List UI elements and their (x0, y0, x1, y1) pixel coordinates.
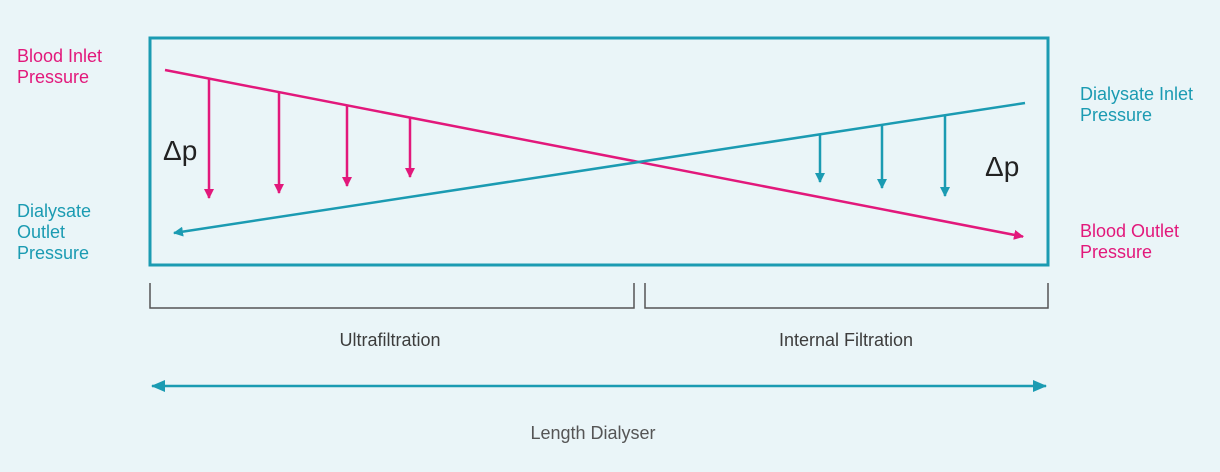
label-line: Pressure (17, 67, 89, 87)
blood-arrows (164, 68, 1024, 240)
label: Blood Inlet Pressure (17, 46, 102, 87)
label: Dialysate Outlet Pressure (17, 201, 91, 263)
delta-label: Δp (163, 135, 197, 166)
blood-pressure-line (164, 68, 1024, 240)
label-line: Dialysate Inlet (1080, 84, 1193, 104)
bracket (644, 283, 1049, 309)
bracket (149, 283, 635, 309)
label-line: Outlet (17, 222, 65, 242)
dialyser-box (148, 36, 1050, 267)
brackets (149, 283, 1049, 309)
axis-label: Length Dialyser (530, 423, 655, 443)
label-line: Pressure (1080, 105, 1152, 125)
label: Dialysate Inlet Pressure (1080, 84, 1193, 125)
label-line: Pressure (17, 243, 89, 263)
dialysate-arrows (151, 101, 1047, 392)
label-line: Dialysate (17, 201, 91, 221)
label: Blood Outlet Pressure (1080, 221, 1179, 262)
delta-label: Δp (985, 151, 1019, 182)
section-label: Ultrafiltration (339, 330, 440, 350)
label-line: Blood Inlet (17, 46, 102, 66)
section-label: Internal Filtration (779, 330, 913, 350)
label-line: Blood Outlet (1080, 221, 1179, 241)
dialysate-pressure-line (173, 101, 1026, 237)
label-line: Pressure (1080, 242, 1152, 262)
